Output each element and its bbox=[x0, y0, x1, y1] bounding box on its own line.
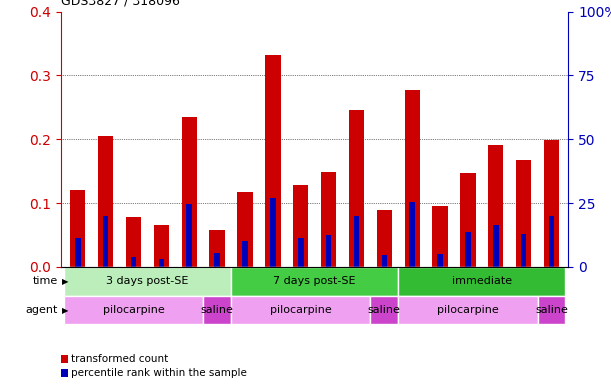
Bar bbox=[237, 192, 253, 267]
Bar bbox=[131, 257, 136, 267]
Bar bbox=[521, 234, 527, 267]
Bar bbox=[409, 202, 415, 267]
Bar bbox=[203, 296, 231, 324]
Text: transformed count: transformed count bbox=[71, 354, 169, 364]
Bar bbox=[214, 253, 220, 267]
Bar bbox=[64, 296, 203, 324]
Bar bbox=[231, 267, 398, 296]
Text: immediate: immediate bbox=[452, 276, 512, 286]
Bar bbox=[321, 172, 336, 267]
Text: 3 days post-SE: 3 days post-SE bbox=[106, 276, 189, 286]
Bar bbox=[433, 206, 448, 267]
Text: percentile rank within the sample: percentile rank within the sample bbox=[71, 368, 247, 378]
Bar bbox=[210, 230, 225, 267]
Bar bbox=[75, 238, 81, 267]
Bar bbox=[437, 254, 443, 267]
Bar bbox=[465, 232, 470, 267]
Bar bbox=[326, 235, 331, 267]
Bar bbox=[231, 296, 370, 324]
Bar bbox=[293, 185, 309, 267]
Bar bbox=[154, 225, 169, 267]
Bar bbox=[159, 259, 164, 267]
Bar bbox=[370, 296, 398, 324]
Bar bbox=[381, 255, 387, 267]
Bar bbox=[64, 267, 231, 296]
Bar bbox=[98, 136, 114, 267]
Bar bbox=[242, 242, 248, 267]
Bar bbox=[70, 190, 86, 267]
Text: time: time bbox=[33, 276, 58, 286]
Bar bbox=[186, 204, 192, 267]
Bar bbox=[544, 140, 559, 267]
Bar bbox=[398, 296, 538, 324]
Bar bbox=[270, 198, 276, 267]
Text: saline: saline bbox=[535, 305, 568, 315]
Bar bbox=[181, 118, 197, 267]
Bar bbox=[126, 217, 141, 267]
Text: ▶: ▶ bbox=[62, 277, 68, 286]
Bar bbox=[493, 225, 499, 267]
Text: pilocarpine: pilocarpine bbox=[270, 305, 332, 315]
Bar bbox=[398, 267, 565, 296]
Text: saline: saline bbox=[200, 305, 233, 315]
Text: pilocarpine: pilocarpine bbox=[437, 305, 499, 315]
Bar bbox=[516, 160, 532, 267]
Text: pilocarpine: pilocarpine bbox=[103, 305, 164, 315]
Bar bbox=[549, 216, 554, 267]
Bar bbox=[376, 210, 392, 267]
Bar bbox=[488, 145, 503, 267]
Bar bbox=[460, 173, 475, 267]
Text: saline: saline bbox=[368, 305, 401, 315]
Bar bbox=[354, 216, 359, 267]
Text: 7 days post-SE: 7 days post-SE bbox=[273, 276, 356, 286]
Bar bbox=[538, 296, 565, 324]
Bar bbox=[298, 238, 304, 267]
Text: ▶: ▶ bbox=[62, 306, 68, 314]
Text: agent: agent bbox=[26, 305, 58, 315]
Bar bbox=[404, 90, 420, 267]
Bar bbox=[265, 55, 280, 267]
Text: GDS3827 / 318096: GDS3827 / 318096 bbox=[61, 0, 180, 8]
Bar bbox=[103, 216, 109, 267]
Bar bbox=[349, 110, 364, 267]
